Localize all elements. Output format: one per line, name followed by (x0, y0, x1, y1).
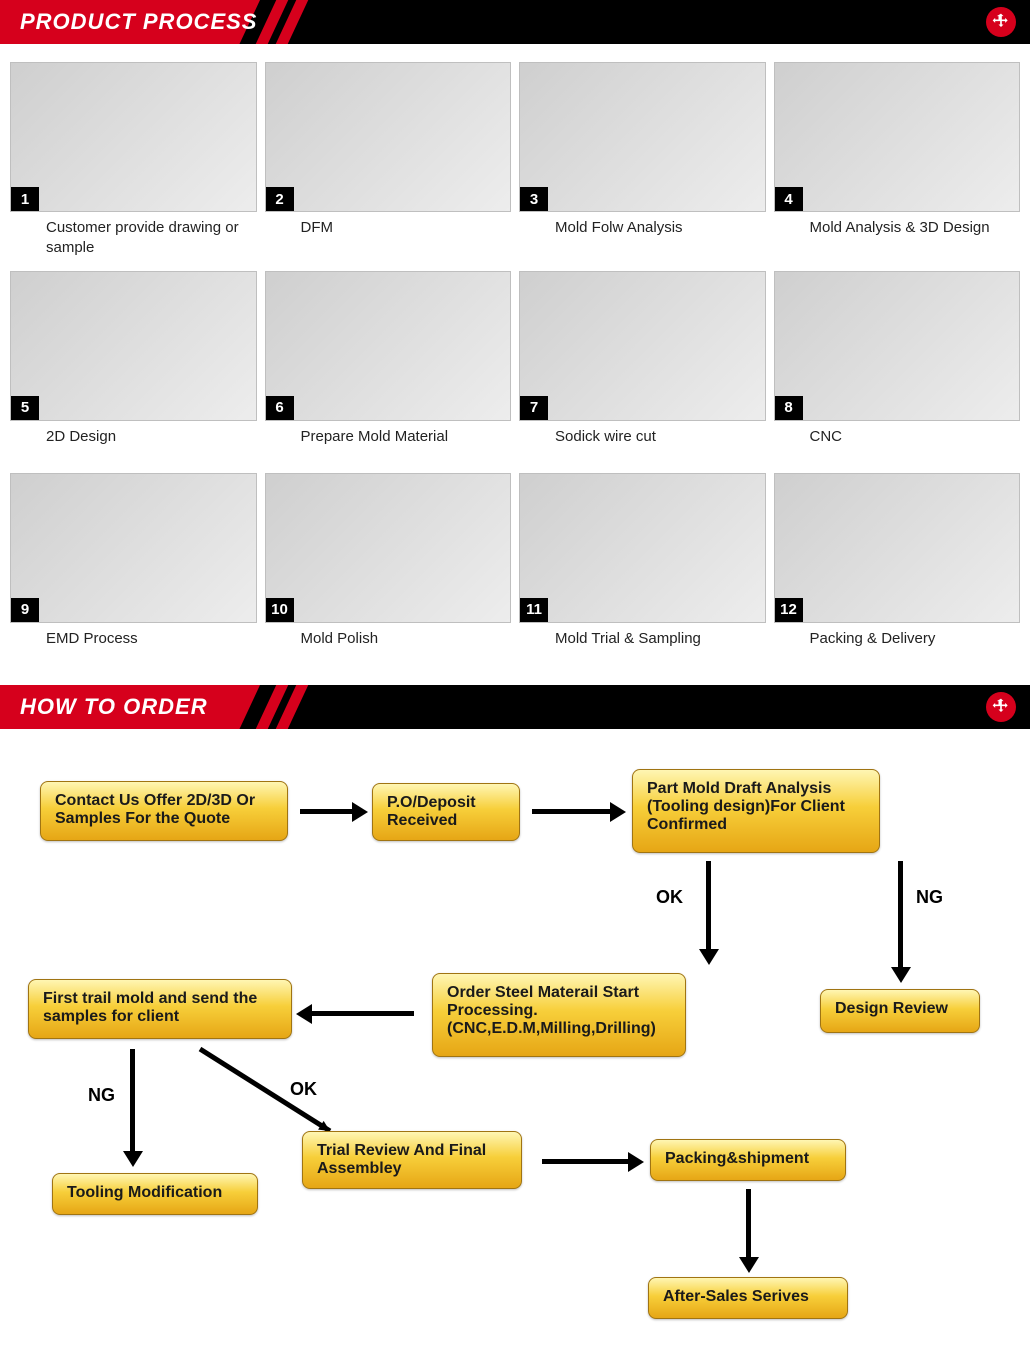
flow-box-draft: Part Mold Draft Analysis (Tooling design… (632, 769, 880, 853)
thumb-placeholder (11, 474, 256, 622)
flow-svg-overlay (0, 769, 1030, 1359)
step-caption: Sodick wire cut (519, 421, 766, 465)
step-caption: Mold Analysis & 3D Design (774, 212, 1021, 256)
step-number-badge: 8 (775, 396, 803, 420)
process-step: 12 Packing & Delivery (774, 473, 1021, 667)
step-number-badge: 10 (266, 598, 294, 622)
process-grid: 1 Customer provide drawing or sample 2 D… (0, 58, 1030, 685)
flow-box-after: After-Sales Serives (648, 1277, 848, 1319)
step-number-badge: 11 (520, 598, 548, 622)
process-step-thumb: 12 (774, 473, 1021, 623)
thumb-placeholder (775, 63, 1020, 211)
product-process-header: PRODUCT PROCESS (0, 0, 1030, 44)
process-step-thumb: 10 (265, 473, 512, 623)
step-number-badge: 5 (11, 396, 39, 420)
process-step: 6 Prepare Mold Material (265, 271, 512, 465)
thumb-placeholder (11, 63, 256, 211)
flow-arrow (310, 1011, 414, 1016)
brand-logo-icon (986, 7, 1016, 37)
process-step-thumb: 9 (10, 473, 257, 623)
thumb-placeholder (520, 63, 765, 211)
how-to-order-title: HOW TO ORDER (20, 685, 208, 729)
flow-arrow (130, 1049, 135, 1153)
thumb-placeholder (266, 474, 511, 622)
flow-box-po: P.O/Deposit Received (372, 783, 520, 841)
step-caption: CNC (774, 421, 1021, 465)
step-caption: Mold Folw Analysis (519, 212, 766, 256)
step-number-badge: 3 (520, 187, 548, 211)
flow-arrow (542, 1159, 630, 1164)
step-caption: DFM (265, 212, 512, 256)
process-step: 10 Mold Polish (265, 473, 512, 667)
step-caption: Customer provide drawing or sample (10, 212, 257, 263)
flow-box-review: Design Review (820, 989, 980, 1033)
thumb-placeholder (775, 272, 1020, 420)
flow-edge-label: NG (916, 887, 943, 908)
process-step: 9 EMD Process (10, 473, 257, 667)
process-step-thumb: 3 (519, 62, 766, 212)
step-caption: Mold Polish (265, 623, 512, 667)
process-step-thumb: 1 (10, 62, 257, 212)
header-slashes (260, 0, 320, 44)
thumb-placeholder (11, 272, 256, 420)
brand-logo-icon (986, 692, 1016, 722)
step-number-badge: 9 (11, 598, 39, 622)
process-step: 7 Sodick wire cut (519, 271, 766, 465)
process-step: 5 2D Design (10, 271, 257, 465)
how-to-order-header: HOW TO ORDER (0, 685, 1030, 729)
order-flowchart: Contact Us Offer 2D/3D Or Samples For th… (0, 769, 1030, 1359)
flow-edge-label: NG (88, 1085, 115, 1106)
step-caption: EMD Process (10, 623, 257, 667)
process-step: 3 Mold Folw Analysis (519, 62, 766, 263)
step-caption: Prepare Mold Material (265, 421, 512, 465)
step-number-badge: 4 (775, 187, 803, 211)
thumb-placeholder (520, 474, 765, 622)
step-caption: Packing & Delivery (774, 623, 1021, 667)
flow-arrow (300, 809, 354, 814)
step-number-badge: 1 (11, 187, 39, 211)
process-step-thumb: 4 (774, 62, 1021, 212)
flow-box-trail: First trail mold and send the samples fo… (28, 979, 292, 1039)
flow-edge-label: OK (290, 1079, 317, 1100)
process-step: 1 Customer provide drawing or sample (10, 62, 257, 263)
flow-arrow (706, 861, 711, 951)
thumb-placeholder (266, 63, 511, 211)
flow-box-pack: Packing&shipment (650, 1139, 846, 1181)
process-step-thumb: 8 (774, 271, 1021, 421)
flow-edge-label: OK (656, 887, 683, 908)
flow-arrow (898, 861, 903, 969)
flow-box-toolmod: Tooling Modification (52, 1173, 258, 1215)
thumb-placeholder (775, 474, 1020, 622)
header-slashes (260, 685, 320, 729)
product-process-title: PRODUCT PROCESS (20, 0, 257, 44)
process-step-thumb: 11 (519, 473, 766, 623)
process-step-thumb: 6 (265, 271, 512, 421)
step-number-badge: 6 (266, 396, 294, 420)
step-caption: 2D Design (10, 421, 257, 465)
step-number-badge: 2 (266, 187, 294, 211)
process-step: 11 Mold Trial & Sampling (519, 473, 766, 667)
process-step: 4 Mold Analysis & 3D Design (774, 62, 1021, 263)
process-step-thumb: 5 (10, 271, 257, 421)
process-step-thumb: 7 (519, 271, 766, 421)
step-number-badge: 7 (520, 396, 548, 420)
flow-arrow (532, 809, 612, 814)
flow-box-contact: Contact Us Offer 2D/3D Or Samples For th… (40, 781, 288, 841)
process-step-thumb: 2 (265, 62, 512, 212)
thumb-placeholder (520, 272, 765, 420)
process-step: 2 DFM (265, 62, 512, 263)
flow-box-trial: Trial Review And Final Assembley (302, 1131, 522, 1189)
process-step: 8 CNC (774, 271, 1021, 465)
flow-arrow (746, 1189, 751, 1259)
thumb-placeholder (266, 272, 511, 420)
step-number-badge: 12 (775, 598, 803, 622)
flow-box-process: Order Steel Materail Start Processing.(C… (432, 973, 686, 1057)
step-caption: Mold Trial & Sampling (519, 623, 766, 667)
